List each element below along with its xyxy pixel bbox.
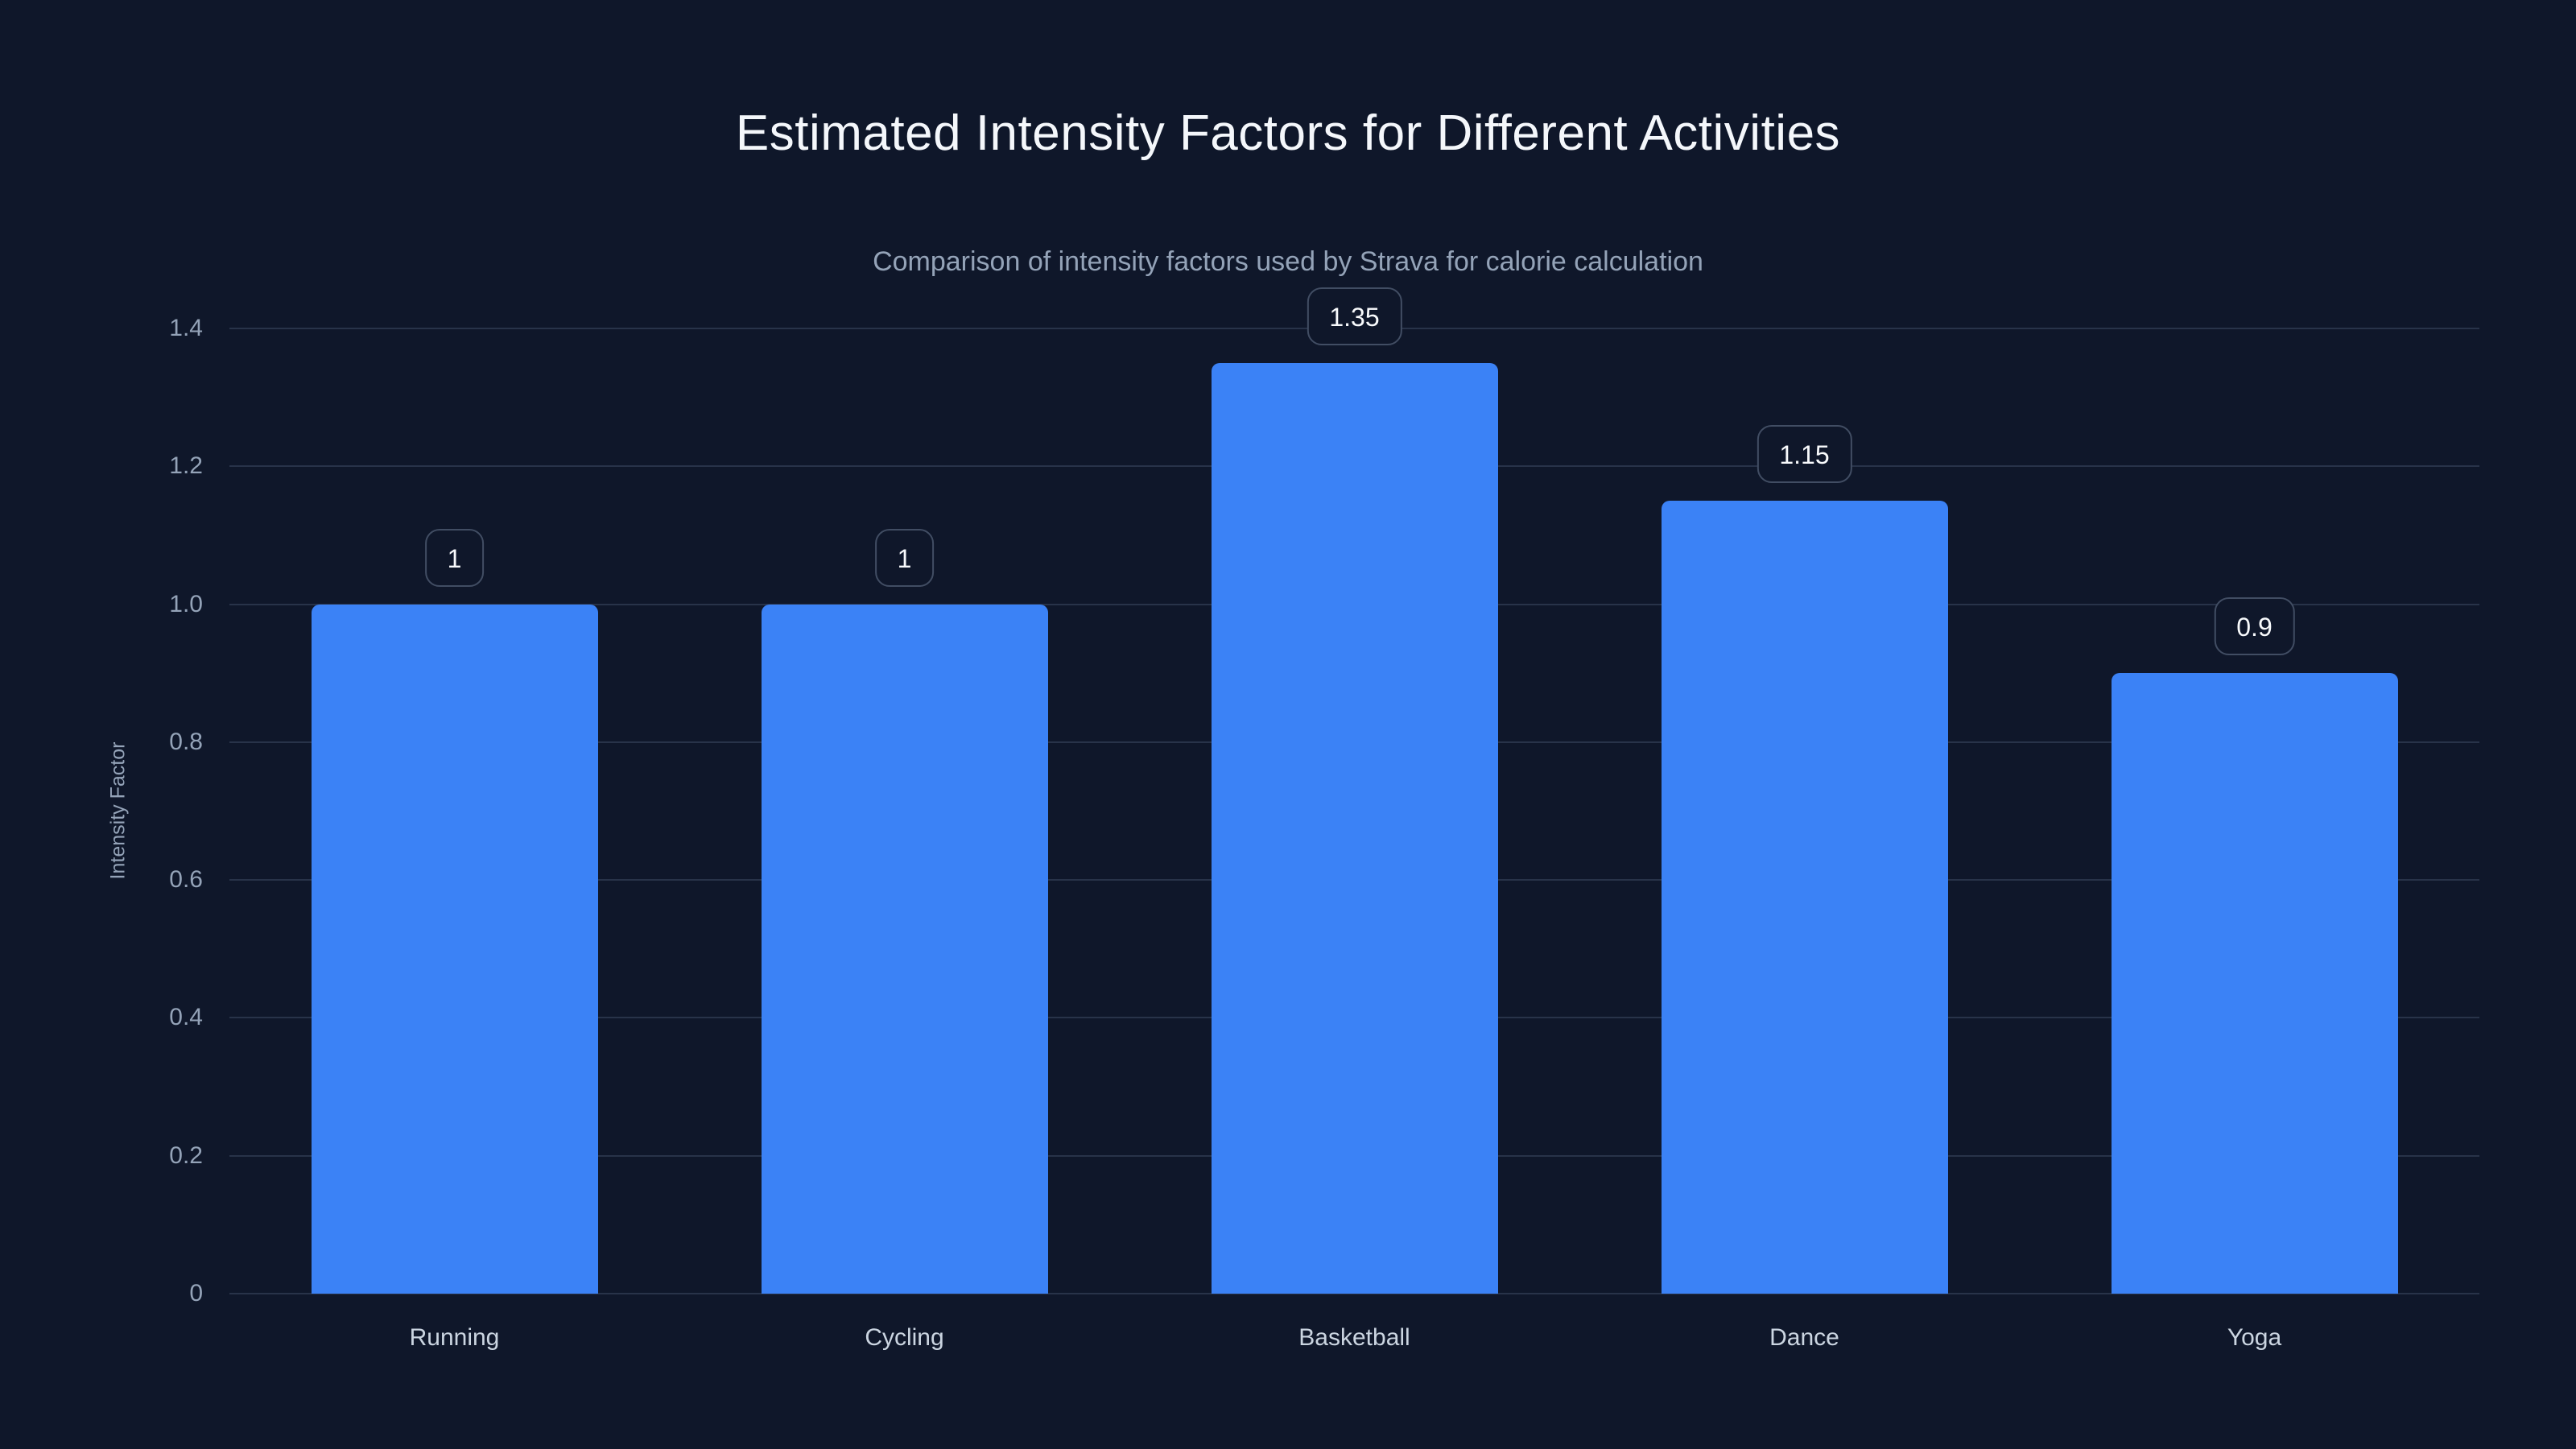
y-axis-tick-label: 0 [189, 1280, 203, 1307]
value-badge-cycling: 1 [874, 528, 935, 587]
y-axis-tick-label: 1.0 [169, 590, 203, 617]
y-axis-tick-label: 0.4 [169, 1004, 203, 1031]
y-axis-title: Intensity Factor [106, 741, 130, 880]
value-badge-running: 1 [424, 528, 485, 587]
y-axis-tick-label: 0.6 [169, 866, 203, 894]
x-axis-label-basketball: Basketball [1298, 1324, 1410, 1351]
bar-basketball[interactable] [1211, 362, 1498, 1294]
bar-dance[interactable] [1661, 501, 1948, 1294]
x-axis-label-running: Running [409, 1324, 500, 1351]
value-badge-dance: 1.15 [1757, 425, 1852, 484]
chart-subtitle: Comparison of intensity factors used by … [873, 246, 1703, 277]
y-axis-tick-label: 0.2 [169, 1141, 203, 1169]
y-axis-tick-label: 1.4 [169, 315, 203, 341]
y-axis-tick-label: 0.8 [169, 728, 203, 755]
x-axis-label-cycling: Cycling [865, 1324, 944, 1351]
x-axis-label-dance: Dance [1769, 1324, 1839, 1351]
x-axis-label-yoga: Yoga [2227, 1324, 2282, 1351]
y-axis-tick-label: 1.2 [169, 452, 203, 480]
plot-area: 0 0.2 0.4 0.6 0.8 1.0 1.2 1.4 1 Running 1 Cycling 1.… [169, 287, 2479, 1351]
gridline [229, 1293, 2479, 1294]
bar-running[interactable] [311, 604, 598, 1294]
bar-cycling[interactable] [761, 604, 1048, 1294]
chart-title: Estimated Intensity Factors for Differen… [735, 105, 1841, 161]
bar-yoga[interactable] [2111, 673, 2398, 1294]
value-badge-basketball: 1.35 [1307, 287, 1402, 345]
value-badge-yoga: 0.9 [2214, 597, 2295, 656]
